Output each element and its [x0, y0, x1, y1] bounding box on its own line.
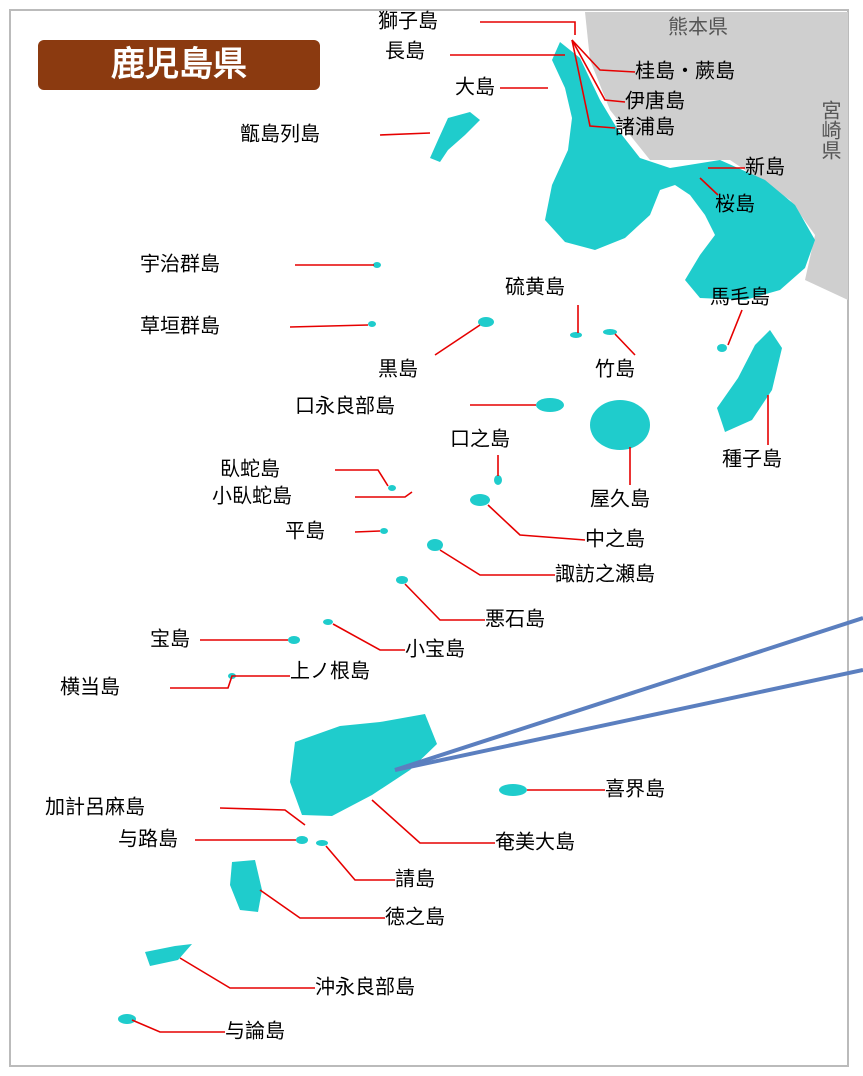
- title: 鹿児島県: [111, 45, 247, 85]
- kodakara: [323, 619, 333, 625]
- kikai: [499, 784, 527, 796]
- island-label: 獅子島: [378, 9, 438, 33]
- island-label: 草垣群島: [140, 314, 220, 338]
- island-label: 小宝島: [405, 637, 465, 661]
- island-label: 長島: [385, 39, 425, 63]
- leader: [355, 531, 380, 532]
- island-label: 黒島: [378, 357, 418, 381]
- island-label: 平島: [285, 519, 325, 543]
- mageshima: [717, 344, 727, 352]
- island-label: 臥蛇島: [220, 457, 280, 481]
- island-label: 宇治群島: [140, 252, 220, 276]
- suwanose: [427, 539, 443, 551]
- kusagaki: [368, 321, 376, 327]
- island-label: 諸浦島: [615, 115, 675, 139]
- island-label: 桜島: [715, 192, 755, 216]
- island-label: 新島: [745, 155, 785, 179]
- yoron: [118, 1014, 136, 1024]
- island-label: 諏訪之瀬島: [555, 562, 655, 586]
- island-label: 口永良部島: [295, 394, 395, 418]
- akuseki: [396, 576, 408, 584]
- island-label: 大島: [455, 75, 495, 99]
- island-label: 種子島: [722, 447, 782, 471]
- map: 鹿児島県 熊本県 宮崎県 獅子島長島大島 桂島・蕨島伊唐島諸浦島 甑島列島新島桜島宇…: [0, 0, 863, 1076]
- island-label: 横当島: [60, 675, 120, 699]
- kuchinoshima: [494, 475, 502, 485]
- island-label: 口之島: [450, 427, 510, 451]
- gajajima: [388, 485, 396, 491]
- island-label: 硫黄島: [505, 275, 565, 299]
- island-label: 上ノ根島: [290, 659, 370, 683]
- island-label: 宝島: [150, 627, 190, 651]
- island-label: 奄美大島: [495, 830, 575, 854]
- island-label: 中之島: [585, 527, 645, 551]
- iojima: [570, 332, 582, 338]
- kuchinoerabu: [536, 398, 564, 412]
- island-label: 屋久島: [590, 487, 650, 511]
- island-label: 請島: [395, 867, 435, 891]
- island-label: 馬毛島: [710, 285, 770, 309]
- prefecture-label: 熊本県: [668, 15, 728, 39]
- yakushima: [590, 400, 650, 450]
- kuroshima: [478, 317, 494, 327]
- island-label: 小臥蛇島: [212, 484, 292, 508]
- ukeshima: [316, 840, 328, 846]
- island-label: 甑島列島: [240, 122, 320, 146]
- island-label: 与論島: [225, 1019, 285, 1043]
- island-label: 沖永良部島: [315, 975, 415, 999]
- uji: [373, 262, 381, 268]
- tairajima: [380, 528, 388, 534]
- prefecture-label: 宮崎県: [818, 100, 842, 160]
- yoro: [296, 836, 308, 844]
- island-label: 悪石島: [485, 607, 545, 631]
- island-label: 伊唐島: [625, 89, 685, 113]
- island-label: 与路島: [118, 827, 178, 851]
- island-label: 竹島: [595, 357, 635, 381]
- island-label: 徳之島: [385, 905, 445, 929]
- island-label: 加計呂麻島: [45, 795, 145, 819]
- island-label: 喜界島: [605, 777, 665, 801]
- takarajima: [288, 636, 300, 644]
- island-label: 桂島・蕨島: [635, 59, 735, 83]
- nakanoshima: [470, 494, 490, 506]
